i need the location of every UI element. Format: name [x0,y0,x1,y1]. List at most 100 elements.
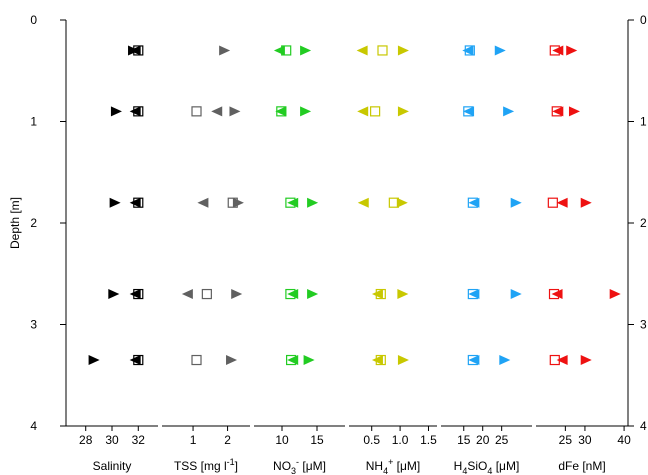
marks-layer [88,45,621,366]
marker-left-triangle [551,289,563,300]
x-axis-title-part: NO [273,459,291,473]
y-tick-label: 2 [30,216,37,230]
x-tick-label: 28 [79,433,93,447]
marker-right-triangle [108,289,120,300]
marker-right-triangle [397,45,409,56]
x-axis-title-part: [μM] [299,459,326,473]
x-axis-title-part: -1 [227,457,235,467]
marker-left-triangle [371,355,383,366]
marker-right-triangle [232,197,244,208]
marker-square [370,106,381,117]
marker-left-triangle [287,289,299,300]
marker-left-triangle [129,106,141,117]
marker-right-triangle [303,355,315,366]
marker-left-triangle [552,106,564,117]
marker-right-triangle [300,106,312,117]
marker-left-triangle [129,289,141,300]
x-axis-title-part: SiO [467,459,487,473]
x-tick-label: 32 [132,433,146,447]
x-tick-label: 40 [617,433,631,447]
marker-square [191,106,202,117]
marker-right-triangle [566,45,578,56]
x-axis-title-part: 4 [383,466,388,475]
marker-left-triangle [197,197,209,208]
x-axis-title: H4SiO4 [μM] [454,459,520,475]
x-axis-title-part: 4 [487,466,492,475]
x-tick-label: 10 [275,433,289,447]
marker-right-triangle [503,106,515,117]
marker-left-triangle [273,45,285,56]
y-tick-label-right: 4 [640,419,647,433]
marker-right-triangle [609,289,621,300]
marker-right-triangle [580,355,592,366]
marker-right-triangle [307,289,319,300]
x-axis-title-part: TSS [mg l [174,459,227,473]
marker-right-triangle [109,197,121,208]
marker-left-triangle [287,197,299,208]
marker-left-triangle [129,355,141,366]
marker-right-triangle [226,355,238,366]
marker-left-triangle [552,45,564,56]
marker-right-triangle [88,355,100,366]
marker-left-triangle [468,197,480,208]
marker-left-triangle [468,355,480,366]
y-tick-label: 1 [30,115,37,129]
x-tick-label: 15 [310,433,324,447]
x-tick-label: 0.5 [363,433,380,447]
marker-left-triangle [211,106,223,117]
marker-left-triangle [463,106,475,117]
marker-right-triangle [397,355,409,366]
marker-left-triangle [287,355,299,366]
x-tick-label: 2 [224,433,231,447]
x-tick-label: 30 [578,433,592,447]
x-tick-label: 15 [457,433,471,447]
marker-right-triangle [110,106,122,117]
marker-right-triangle [219,45,231,56]
marker-right-triangle [568,106,580,117]
marker-square [191,354,202,366]
y-tick-label: 0 [30,13,37,27]
marker-right-triangle [231,289,243,300]
y-tick-label: 3 [30,318,37,332]
y-tick-label-right: 1 [640,115,647,129]
x-tick-label: 1.5 [420,433,437,447]
y-tick-label-right: 0 [640,13,647,27]
marker-left-triangle [275,106,287,117]
marker-right-triangle [397,289,409,300]
x-axis-title-part: [μM] [393,459,420,473]
marker-right-triangle [397,106,409,117]
marker-square [547,197,558,208]
x-axis-title-part: 4 [462,466,467,475]
marker-left-triangle [357,106,369,117]
axes-layer [60,19,634,431]
y-tick-label-right: 3 [640,318,647,332]
x-axis-title-part: H [454,459,463,473]
x-tick-label: 1.0 [392,433,409,447]
marker-right-triangle [396,197,408,208]
marker-square [377,45,388,56]
marker-right-triangle [494,45,506,56]
y-tick-label-right: 2 [640,216,647,230]
marker-right-triangle [307,197,319,208]
x-axis-title-part: 3 [291,466,296,475]
x-axis-title-part: + [388,457,393,467]
marker-left-triangle [462,45,474,56]
x-axis-title: TSS [mg l-1] [174,457,238,473]
marker-right-triangle [510,197,522,208]
x-axis-title-part: - [296,457,299,467]
x-tick-label: 25 [559,433,573,447]
marker-left-triangle [556,355,568,366]
marker-right-triangle [510,289,522,300]
marker-left-triangle [556,197,568,208]
x-axis-title: NH4+ [μM] [366,457,421,475]
marker-right-triangle [300,45,312,56]
marker-left-triangle [357,197,369,208]
x-tick-label: 30 [105,433,119,447]
marker-right-triangle [128,45,140,56]
y-tick-label: 4 [30,419,37,433]
marker-square [201,288,212,300]
y-axis-title: Depth [m] [8,197,22,249]
x-axis-title: NO3- [μM] [273,457,326,475]
